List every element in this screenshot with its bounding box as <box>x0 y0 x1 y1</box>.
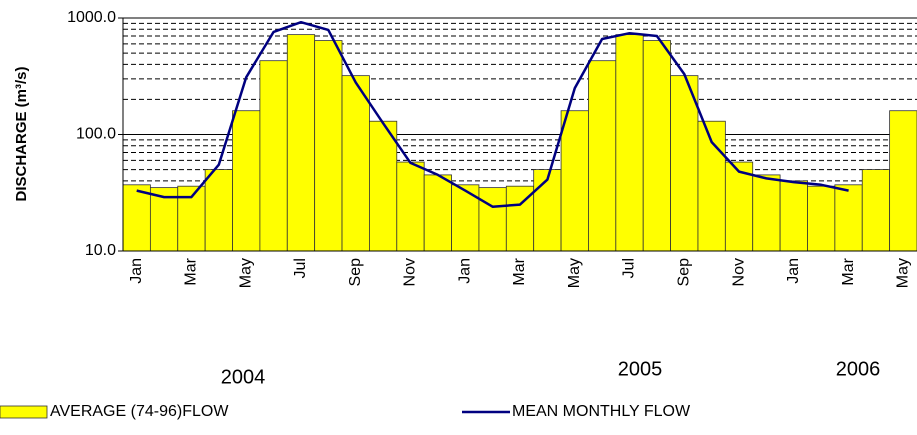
x-tick-label: Jan <box>456 258 473 284</box>
bar <box>533 169 562 252</box>
bar <box>807 185 836 252</box>
x-tick-label: Jan <box>785 258 802 284</box>
legend-label: MEAN MONTHLY FLOW <box>512 403 691 420</box>
year-label: 2004 <box>221 366 266 388</box>
bar <box>259 60 288 252</box>
bar <box>861 169 891 252</box>
x-tick-label: Nov <box>402 258 419 286</box>
y-axis-title: DISCHARGE (m³/s) <box>13 66 30 201</box>
y-tick-label: 100.0 <box>76 126 116 143</box>
x-tick-label: Sep <box>675 258 692 287</box>
x-tick-label: Mar <box>183 257 200 285</box>
bar <box>451 184 480 252</box>
bar <box>834 184 863 252</box>
bar <box>396 161 425 252</box>
x-tick-label: May <box>237 258 254 288</box>
bar <box>478 187 507 252</box>
x-tick-label: Mar <box>840 257 857 285</box>
bar <box>232 110 261 252</box>
y-tick-label: 1000.0 <box>67 9 116 26</box>
bar <box>314 40 343 252</box>
bar <box>670 75 699 252</box>
y-tick-label: 10.0 <box>85 242 116 259</box>
legend-swatch <box>0 405 48 419</box>
bar <box>286 34 316 252</box>
year-label: 2005 <box>618 358 663 380</box>
x-tick-label: May <box>895 258 912 288</box>
bar <box>779 180 808 252</box>
x-tick-label: Jul <box>621 258 638 278</box>
bar <box>724 161 754 252</box>
bar <box>204 169 233 252</box>
x-tick-label: Mar <box>511 257 528 285</box>
bar <box>642 40 671 252</box>
x-tick-label: Sep <box>347 258 364 287</box>
x-tick-label: Jan <box>128 258 145 284</box>
bar <box>122 184 151 252</box>
x-tick-label: Jul <box>292 258 309 278</box>
bar <box>423 174 452 252</box>
bar <box>889 110 917 252</box>
legend: AVERAGE (74-96)FLOW MEAN MONTHLY FLOW <box>0 403 691 420</box>
bar <box>752 174 781 252</box>
bar <box>369 120 398 252</box>
legend-label: AVERAGE (74-96)FLOW <box>50 403 229 420</box>
year-label: 2006 <box>836 358 881 380</box>
x-tick-label: Nov <box>730 258 747 286</box>
flow-line <box>136 20 849 208</box>
bar <box>341 75 370 252</box>
bar <box>588 60 617 252</box>
bar <box>560 110 589 252</box>
x-tick-label: May <box>566 258 583 288</box>
bar <box>615 34 644 252</box>
